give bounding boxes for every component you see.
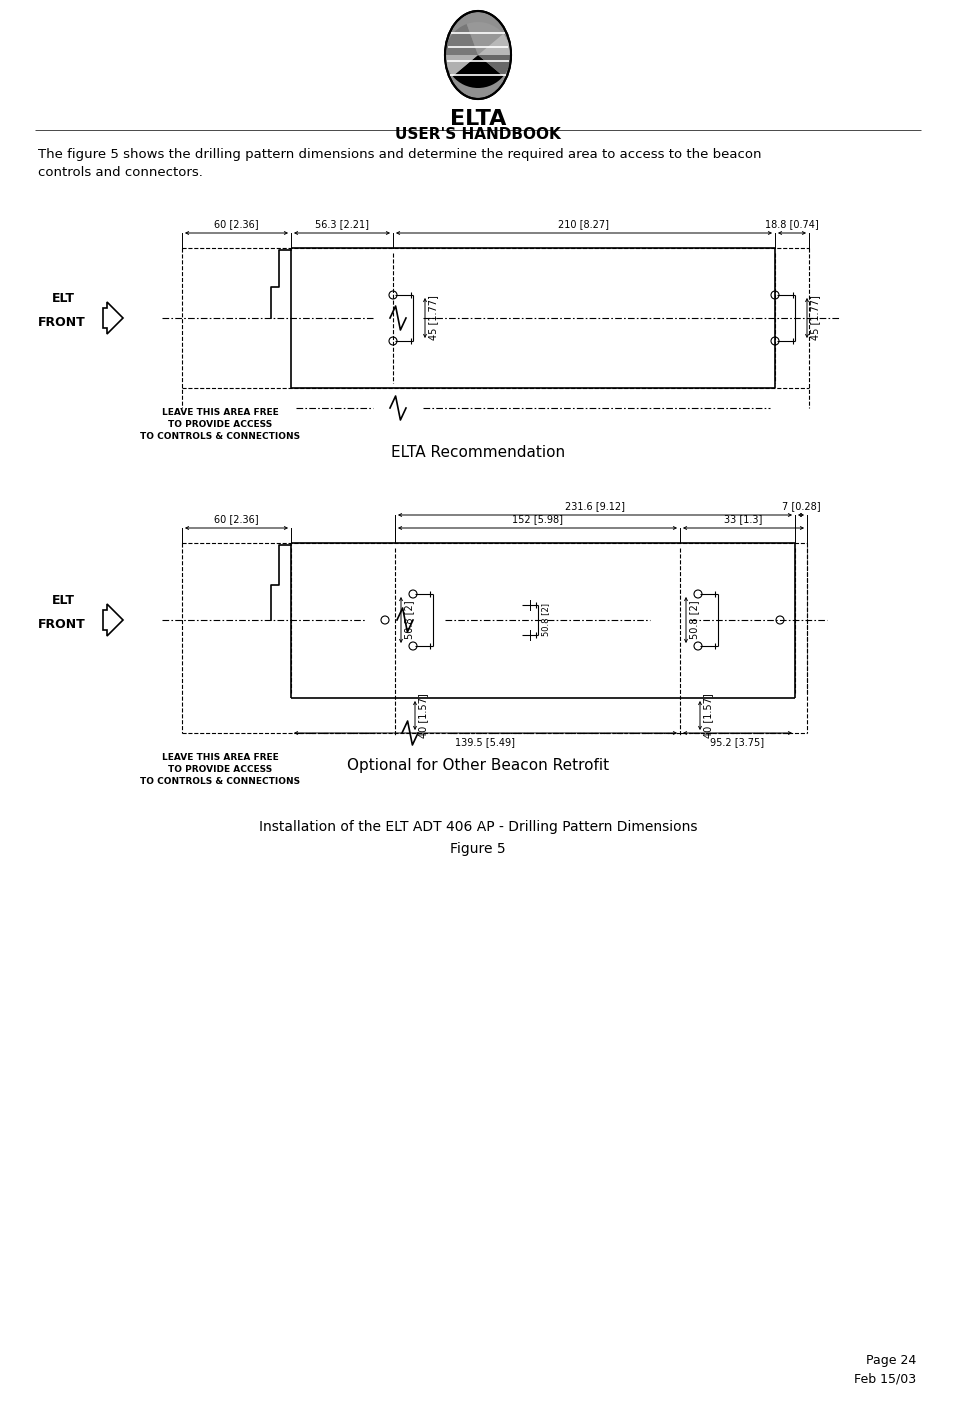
Text: 56.3 [2.21]: 56.3 [2.21] bbox=[315, 219, 369, 229]
Text: 18.8 [0.74]: 18.8 [0.74] bbox=[765, 219, 819, 229]
Text: FRONT: FRONT bbox=[38, 316, 86, 329]
Text: 33 [1.3]: 33 [1.3] bbox=[725, 514, 763, 524]
Text: ELT: ELT bbox=[52, 594, 75, 607]
Text: The figure 5 shows the drilling pattern dimensions and determine the required ar: The figure 5 shows the drilling pattern … bbox=[38, 148, 762, 179]
Wedge shape bbox=[445, 24, 478, 56]
Wedge shape bbox=[478, 56, 511, 77]
Text: 50.8 [2]: 50.8 [2] bbox=[689, 601, 699, 639]
Text: 60 [2.36]: 60 [2.36] bbox=[214, 514, 259, 524]
Text: 40 [1.57]: 40 [1.57] bbox=[703, 693, 713, 738]
Wedge shape bbox=[453, 56, 503, 88]
Text: 231.6 [9.12]: 231.6 [9.12] bbox=[565, 501, 625, 511]
Text: 95.2 [3.75]: 95.2 [3.75] bbox=[710, 738, 765, 748]
Text: Installation of the ELT ADT 406 AP - Drilling Pattern Dimensions: Installation of the ELT ADT 406 AP - Dri… bbox=[259, 820, 697, 834]
Text: 40 [1.57]: 40 [1.57] bbox=[418, 693, 428, 738]
Text: ELTA Recommendation: ELTA Recommendation bbox=[391, 444, 565, 460]
Text: 152 [5.98]: 152 [5.98] bbox=[512, 514, 563, 524]
Text: 50.8 [2]: 50.8 [2] bbox=[404, 601, 414, 639]
Text: 139.5 [5.49]: 139.5 [5.49] bbox=[455, 738, 515, 748]
Text: Page 24
Feb 15/03: Page 24 Feb 15/03 bbox=[854, 1354, 916, 1386]
Text: LEAVE THIS AREA FREE
TO PROVIDE ACCESS
TO CONTROLS & CONNECTIONS: LEAVE THIS AREA FREE TO PROVIDE ACCESS T… bbox=[140, 409, 300, 440]
Text: 45 [1.77]: 45 [1.77] bbox=[810, 296, 820, 340]
Text: 60 [2.36]: 60 [2.36] bbox=[214, 219, 259, 229]
FancyArrow shape bbox=[103, 604, 123, 637]
Text: 50.8 [2]: 50.8 [2] bbox=[541, 604, 550, 637]
FancyArrow shape bbox=[103, 302, 123, 335]
Text: Figure 5: Figure 5 bbox=[450, 842, 506, 856]
Text: 7 [0.28]: 7 [0.28] bbox=[782, 501, 820, 511]
Text: USER'S HANDBOOK: USER'S HANDBOOK bbox=[395, 127, 561, 142]
Text: ELT: ELT bbox=[52, 292, 75, 305]
Text: Optional for Other Beacon Retrofit: Optional for Other Beacon Retrofit bbox=[347, 758, 609, 773]
Text: FRONT: FRONT bbox=[38, 618, 86, 631]
Text: 210 [8.27]: 210 [8.27] bbox=[558, 219, 610, 229]
Wedge shape bbox=[467, 21, 503, 56]
Text: ELTA: ELTA bbox=[450, 110, 506, 130]
Text: 45 [1.77]: 45 [1.77] bbox=[428, 296, 438, 340]
Wedge shape bbox=[478, 34, 511, 56]
Wedge shape bbox=[445, 56, 478, 77]
Ellipse shape bbox=[445, 11, 511, 100]
Text: LEAVE THIS AREA FREE
TO PROVIDE ACCESS
TO CONTROLS & CONNECTIONS: LEAVE THIS AREA FREE TO PROVIDE ACCESS T… bbox=[140, 753, 300, 786]
